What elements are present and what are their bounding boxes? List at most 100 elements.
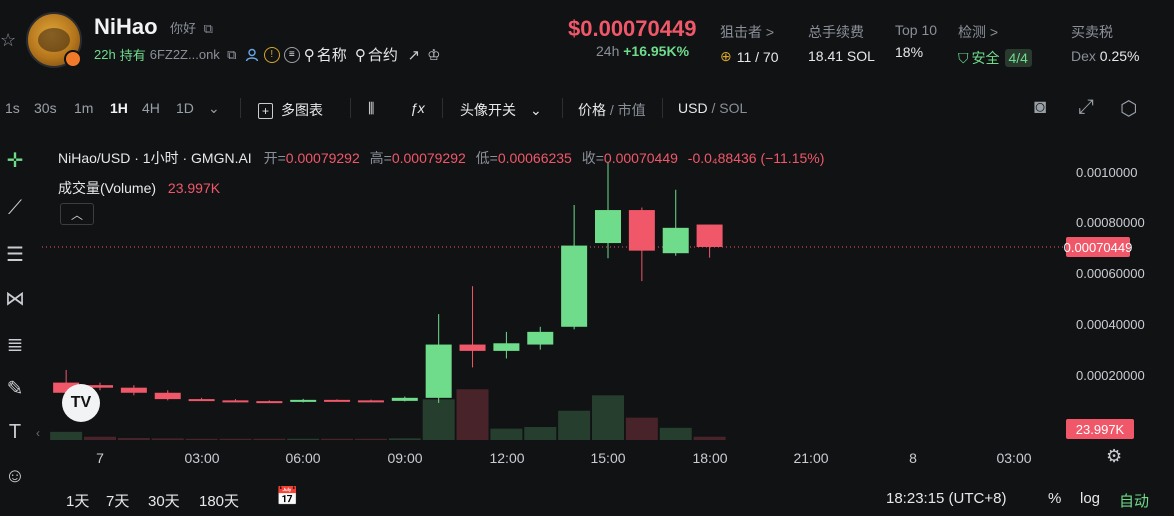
currency-toggle[interactable]: USD / SOL xyxy=(678,100,748,116)
calendar-goto-icon[interactable]: 📅 xyxy=(276,486,299,506)
volume-bar xyxy=(625,417,658,440)
menu-circle-icon[interactable]: ≡ xyxy=(283,46,300,63)
x-tick-label: 15:00 xyxy=(590,450,626,466)
y-tick-label: 0.0010000 xyxy=(1076,165,1138,180)
volume-bar xyxy=(558,410,591,440)
copy-name-icon[interactable]: ⧉ xyxy=(203,21,213,36)
chart-toolbar: 1s 30s 1m 1H 4H 1D ⌄ + 多图表 ⫼ ƒx 头像开关 ⌄ 价格 … xyxy=(0,92,1174,124)
candlestick-chart xyxy=(42,161,1066,440)
candle-down xyxy=(188,399,215,402)
candle-up xyxy=(595,210,621,244)
audit-stat[interactable]: 检测 > ⛉ 安全 4/4 xyxy=(958,22,1032,68)
collapse-legend-button[interactable]: ︿ xyxy=(60,203,94,225)
indicators-fx-icon[interactable]: ƒx xyxy=(410,100,425,116)
volume-bar xyxy=(185,438,218,440)
candle-down xyxy=(357,400,384,403)
x-tick-label: 7 xyxy=(96,450,104,466)
candle-down xyxy=(154,392,181,400)
search-name-button[interactable]: ⚲ 名称 xyxy=(303,46,347,65)
y-tick-label: 0.00080000 xyxy=(1076,215,1145,230)
price-chart[interactable] xyxy=(42,140,1066,440)
interval-1h[interactable]: 1H xyxy=(110,100,128,116)
volume-bar xyxy=(151,438,184,440)
log-scale-toggle[interactable]: log xyxy=(1080,490,1101,507)
volume-bar xyxy=(354,438,387,440)
tradingview-logo[interactable]: TV xyxy=(62,384,100,422)
intervals-dropdown-icon[interactable]: ⌄ xyxy=(208,100,220,116)
range-1d[interactable]: 1天 xyxy=(66,493,90,510)
volume-bar xyxy=(592,395,624,440)
copy-contract-icon[interactable]: ⧉ xyxy=(227,46,237,62)
collapse-tools-icon[interactable]: ‹ xyxy=(36,426,40,440)
x-tick-label: 06:00 xyxy=(285,450,321,466)
candle-up xyxy=(662,227,689,254)
candle-down xyxy=(324,399,351,402)
brush-icon[interactable]: ✎ xyxy=(6,377,24,400)
x-tick-label: 21:00 xyxy=(793,450,829,466)
auto-scale-toggle[interactable]: 自动 xyxy=(1119,493,1150,510)
warning-icon[interactable]: ! xyxy=(263,46,280,63)
candle-down xyxy=(87,385,113,388)
candle-down xyxy=(256,401,283,404)
range-30d[interactable]: 30天 xyxy=(148,493,180,510)
x-tick-label: 03:00 xyxy=(996,450,1032,466)
candle-up xyxy=(493,343,520,351)
token-subline: 22h 持有 6FZ2Z...onk ⧉ ! ≡ ⚲ 名称 ⚲ 合约 ↗ ♔ xyxy=(94,44,446,65)
favorite-star-icon[interactable]: ☆ xyxy=(0,30,17,50)
pattern-icon[interactable]: ⋈ xyxy=(5,287,25,310)
emoji-icon[interactable]: ☺ xyxy=(4,464,26,487)
candle-up xyxy=(425,344,452,398)
y-tick-label: 0.00020000 xyxy=(1076,368,1145,383)
candle-up xyxy=(290,399,317,402)
tax-stat: 买卖税 Dex 0.25% xyxy=(1071,24,1140,64)
chart-settings-icon[interactable]: ⚙ xyxy=(1106,446,1123,466)
chart-symbol: NiHao/USD · 1小时 · GMGN.AI xyxy=(58,150,252,166)
volume-bar xyxy=(117,437,150,440)
fib-levels-icon[interactable]: ≣ xyxy=(6,333,24,356)
x-tick-label: 03:00 xyxy=(184,450,220,466)
target-icon: ⊕ xyxy=(720,48,732,64)
volume-bar xyxy=(693,436,726,440)
settings-hex-icon[interactable]: ⬡ xyxy=(1120,98,1138,120)
volume-bar xyxy=(253,438,286,440)
top10-stat: Top 10 18% xyxy=(895,22,938,60)
camera-icon[interactable]: ◙ xyxy=(1034,96,1047,118)
avatar-toggle-button[interactable]: 头像开关 ⌄ xyxy=(460,102,542,118)
search-contract-button[interactable]: ⚲ 合约 xyxy=(354,46,398,65)
volume-bar xyxy=(388,438,421,440)
candle-style-icon[interactable]: ⫼ xyxy=(368,100,375,116)
interval-4h[interactable]: 4H xyxy=(142,100,160,116)
token-name: NiHao xyxy=(94,14,158,39)
range-180d[interactable]: 180天 xyxy=(199,493,240,510)
snipers-stat[interactable]: 狙击者 > ⊕ 11 / 70 xyxy=(720,24,779,65)
token-avatar xyxy=(26,12,82,68)
candle-up xyxy=(561,245,588,327)
volume-bar xyxy=(287,438,320,440)
interval-1m[interactable]: 1m xyxy=(74,100,94,116)
candle-down xyxy=(696,224,723,247)
text-tool-icon[interactable]: T xyxy=(8,420,22,443)
volume-bar xyxy=(50,431,83,440)
volume-bar xyxy=(456,389,489,440)
clock-timezone[interactable]: 18:23:15 (UTC+8) xyxy=(886,490,1007,507)
interval-30s[interactable]: 30s xyxy=(34,100,57,116)
current-price: $0.00070449 xyxy=(568,16,697,41)
share-icon[interactable]: ↗ xyxy=(407,46,421,64)
token-age: 22h xyxy=(94,47,116,62)
range-7d[interactable]: 7天 xyxy=(106,493,130,510)
trendline-icon[interactable]: ⟋ xyxy=(8,196,22,219)
crosshair-icon[interactable]: ✛ xyxy=(6,149,24,172)
percent-scale-toggle[interactable]: % xyxy=(1048,490,1062,507)
x-tick-label: 12:00 xyxy=(489,450,525,466)
user-icon[interactable] xyxy=(244,47,260,63)
price-mcap-toggle[interactable]: 价格 / 市值 xyxy=(578,102,646,118)
multi-chart-button[interactable]: + 多图表 xyxy=(258,100,323,120)
volume-bar xyxy=(321,438,354,440)
price-change: 24h +16.95K% xyxy=(596,43,690,59)
interval-1d[interactable]: 1D xyxy=(176,100,194,116)
fullscreen-icon[interactable]: ⤢ xyxy=(1078,96,1094,118)
horizontal-lines-icon[interactable]: ☰ xyxy=(6,243,24,266)
interval-1s[interactable]: 1s xyxy=(5,100,20,116)
crown-icon[interactable]: ♔ xyxy=(427,46,441,64)
volume-bar xyxy=(84,436,116,440)
